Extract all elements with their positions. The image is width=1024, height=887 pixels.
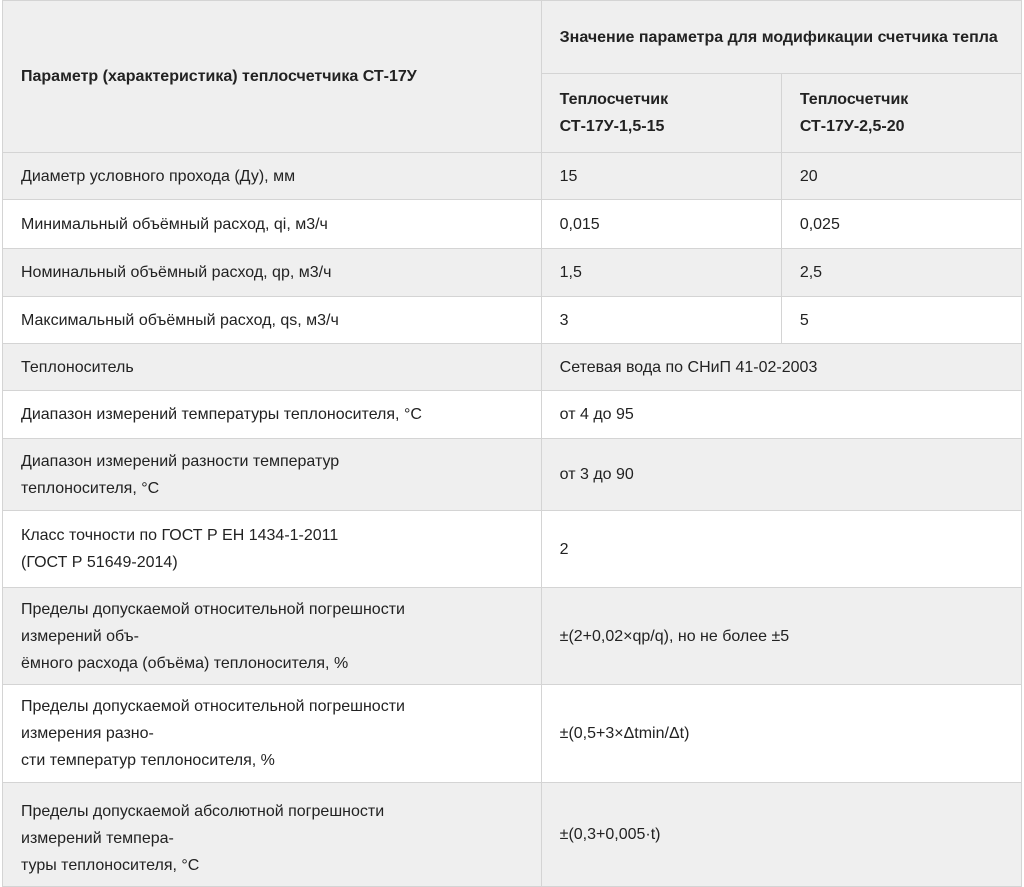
value-cell: 3 xyxy=(540,296,782,344)
param-cell: Класс точности по ГОСТ Р ЕН 1434-1-2011(… xyxy=(2,510,542,588)
param-cell: Пределы допускаемой абсолютной погрешнос… xyxy=(2,782,542,887)
value-cell: ±(0,3+0,005·t) xyxy=(540,782,1023,887)
param-cell: Минимальный объёмный расход, qi, м3/ч xyxy=(2,199,542,249)
table-row: Класс точности по ГОСТ Р ЕН 1434-1-2011(… xyxy=(2,510,1023,588)
value-cell: 20 xyxy=(780,152,1023,200)
param-cell: Пределы допускаемой относительной погреш… xyxy=(2,587,542,685)
value-cell: ±(0,5+3×Δtmin/Δt) xyxy=(540,684,1023,783)
value-group-header: Значение параметра для модификации счетч… xyxy=(540,0,1023,74)
table-row: Номинальный объёмный расход, qp, м3/ч 1,… xyxy=(2,248,1023,297)
value-cell: 0,025 xyxy=(780,199,1023,249)
value-cell: 15 xyxy=(540,152,782,200)
param-column-header: Параметр (характеристика) теплосчетчика … xyxy=(2,0,542,153)
table-row: Пределы допускаемой относительной погреш… xyxy=(2,587,1023,685)
param-cell: Теплоноситель xyxy=(2,343,542,391)
table-row: Диапазон измерений разности температур те… xyxy=(2,438,1023,511)
table-row: Пределы допускаемой абсолютной погрешнос… xyxy=(2,782,1023,887)
value-cell: 2 xyxy=(540,510,1023,588)
table-row: Теплоноситель Сетевая вода по СНиП 41-02… xyxy=(2,343,1023,391)
value-cell: 1,5 xyxy=(540,248,782,297)
param-cell: Максимальный объёмный расход, qs, м3/ч xyxy=(2,296,542,344)
table-row: Диаметр условного прохода (Ду), мм 15 20 xyxy=(2,152,1023,200)
value-cell: от 4 до 95 xyxy=(540,390,1023,439)
modification-1-header: Теплосчетчик СТ-17У-1,5-15 xyxy=(540,73,782,153)
param-cell: Диаметр условного прохода (Ду), мм xyxy=(2,152,542,200)
value-cell: Сетевая вода по СНиП 41-02-2003 xyxy=(540,343,1023,391)
param-cell: Пределы допускаемой относительной погреш… xyxy=(2,684,542,783)
value-cell: ±(2+0,02×qр/q), но не более ±5 xyxy=(540,587,1023,685)
modification-2-header: Теплосчетчик СТ-17У-2,5-20 xyxy=(780,73,1023,153)
param-cell: Номинальный объёмный расход, qp, м3/ч xyxy=(2,248,542,297)
table-row: Минимальный объёмный расход, qi, м3/ч 0,… xyxy=(2,199,1023,249)
param-cell: Диапазон измерений температуры теплоноси… xyxy=(2,390,542,439)
value-cell: 2,5 xyxy=(780,248,1023,297)
value-cell: от 3 до 90 xyxy=(540,438,1023,511)
value-cell: 5 xyxy=(780,296,1023,344)
table-row: Максимальный объёмный расход, qs, м3/ч 3… xyxy=(2,296,1023,344)
table-row: Диапазон измерений температуры теплоноси… xyxy=(2,390,1023,439)
table-row: Пределы допускаемой относительной погреш… xyxy=(2,684,1023,783)
value-cell: 0,015 xyxy=(540,199,782,249)
param-cell: Диапазон измерений разности температур те… xyxy=(2,438,542,511)
